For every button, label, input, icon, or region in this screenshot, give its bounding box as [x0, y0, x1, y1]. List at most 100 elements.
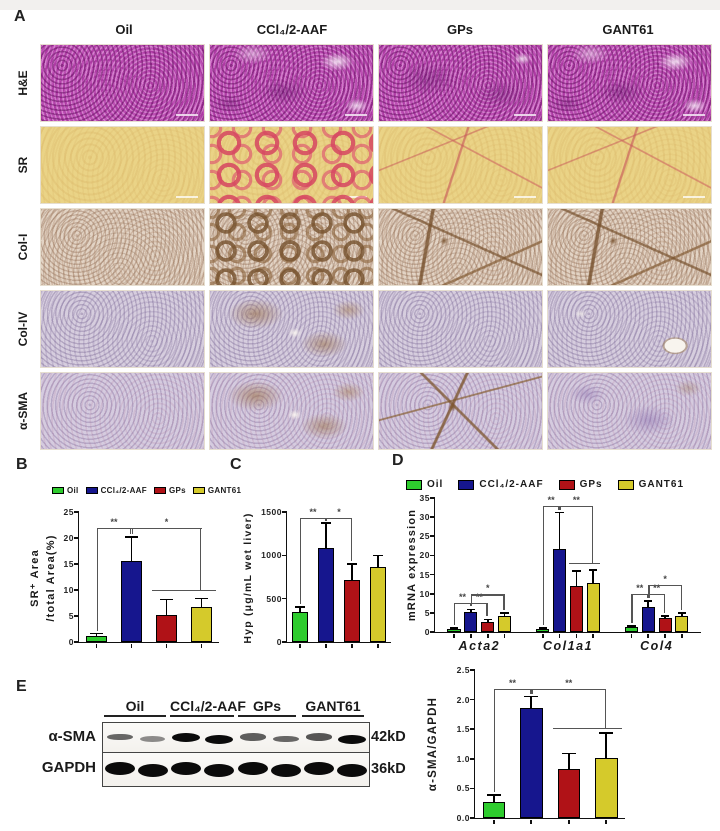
- sig-label: **: [110, 516, 118, 527]
- x-tick: [558, 633, 561, 638]
- x-tick: [681, 633, 683, 638]
- blot-size-36kd: 36kD: [371, 761, 406, 777]
- y-tick: [74, 641, 79, 643]
- x-tick: [664, 633, 666, 638]
- bar: [292, 611, 308, 642]
- sig-line: [663, 593, 666, 613]
- y-tick: [430, 497, 435, 499]
- error-bar: [605, 732, 608, 758]
- sig-label: *: [663, 573, 667, 584]
- histology-tile-r4-c0: [40, 372, 205, 450]
- legend-item: GPs: [153, 486, 186, 495]
- sig-line: [542, 505, 545, 626]
- y-tick-label: 0.0: [456, 813, 470, 823]
- bar: [658, 618, 672, 632]
- legend-d: Oil CCl₄/2-AAF GPs GANT61: [406, 479, 684, 490]
- error-bar-cap: [561, 752, 576, 755]
- row-label-coli: Col-I: [16, 233, 30, 261]
- sig-line: [470, 602, 488, 605]
- x-tick: [541, 633, 544, 638]
- error-bar: [530, 696, 533, 709]
- row-label-he: H&E: [16, 70, 30, 96]
- scale-bar: [345, 114, 367, 116]
- sig-line: [470, 594, 505, 596]
- y-tick-label: 5: [424, 607, 430, 618]
- legend-label: GANT61: [638, 479, 685, 490]
- error-bar-cap: [644, 600, 653, 602]
- y-tick: [282, 597, 287, 600]
- bar: [498, 616, 512, 632]
- histology-tile-r1-c0: [40, 126, 205, 204]
- legend-swatch-ccl4: [458, 479, 475, 490]
- bar: [344, 580, 360, 642]
- x-tick: [95, 643, 98, 648]
- sig-label: **: [458, 591, 466, 602]
- sig-group-line: [553, 728, 622, 730]
- sig-line: [503, 594, 505, 610]
- y-tick-label: 1000: [261, 550, 282, 561]
- y-tick: [74, 615, 79, 617]
- sig-line: [469, 602, 471, 607]
- blot-band: [337, 764, 368, 777]
- column-header-gant61: GANT61: [602, 22, 654, 37]
- histology-tile-r2-c2: [378, 208, 543, 286]
- y-tick-label: 1.0: [456, 753, 470, 764]
- error-bar: [165, 599, 168, 615]
- legend-item: Oil: [406, 479, 443, 490]
- legend-item: CCl₄/2-AAF: [458, 479, 543, 490]
- blot-band: [140, 735, 166, 743]
- legend-label: GANT61: [207, 486, 242, 495]
- error-bar: [567, 753, 570, 770]
- sig-line: [591, 505, 594, 564]
- sig-label: **: [653, 582, 661, 593]
- sig-line: [648, 584, 650, 598]
- chart-c-ylabel: Hyp (μg/mL wet liver): [242, 512, 254, 644]
- blot-group-gant61: GANT61: [302, 698, 364, 717]
- error-bar-cap: [295, 606, 305, 608]
- bar: [520, 708, 543, 818]
- sig-label: **: [565, 677, 573, 688]
- y-tick-label: 35: [419, 493, 430, 503]
- sig-label: **: [475, 591, 483, 602]
- error-bar-cap: [347, 563, 357, 565]
- y-tick: [470, 817, 475, 819]
- sig-label: **: [508, 677, 516, 688]
- column-header-ccl4: CCl₄/2-AAF: [256, 22, 328, 37]
- error-bar: [503, 612, 506, 617]
- error-bar: [377, 555, 379, 568]
- legend-label: CCl₄/2-AAF: [100, 486, 147, 495]
- column-header-oil: Oil: [115, 22, 133, 37]
- x-tick: [592, 633, 595, 638]
- legend-label: CCl₄/2-AAF: [479, 479, 544, 490]
- scale-bar: [514, 114, 536, 116]
- x-category-label: Col4: [640, 639, 674, 653]
- histology-tile-r1-c2: [378, 126, 543, 204]
- chart-hyp: 0 500 1000 1500 ** *: [261, 507, 391, 648]
- scale-bar: [683, 114, 705, 116]
- blot-row-gapdh: GAPDH: [41, 759, 96, 776]
- y-tick-label: 10: [63, 585, 74, 595]
- error-bar: [351, 564, 353, 581]
- legend-swatch-gps: [153, 487, 166, 494]
- error-bar: [470, 609, 472, 612]
- blot-group-ccl4: CCl₄/2-AAF: [170, 698, 246, 717]
- y-tick-label: 20: [63, 533, 74, 543]
- sig-group-line: [151, 590, 217, 592]
- histology-tile-r4-c3: [547, 372, 712, 450]
- y-tick-label: 5: [68, 611, 74, 621]
- bar: [191, 607, 212, 642]
- y-tick: [470, 758, 475, 760]
- bar: [557, 769, 580, 818]
- histology-tile-r3-c1: [209, 290, 374, 368]
- bar: [86, 635, 107, 642]
- blot-band: [171, 762, 202, 775]
- legend-item: GANT61: [192, 486, 242, 495]
- error-bar: [299, 606, 301, 612]
- y-tick-label: 0: [68, 637, 74, 647]
- y-tick-label: 500: [266, 593, 282, 604]
- panel-c-label: C: [230, 456, 242, 473]
- chart-mrna: 0 5 10 15 20 25 30 35 Acta2 Col1a1 Col4 ** ** * ** ** **…: [420, 493, 701, 653]
- bar: [641, 606, 655, 632]
- y-tick: [430, 573, 435, 576]
- y-tick: [282, 641, 287, 643]
